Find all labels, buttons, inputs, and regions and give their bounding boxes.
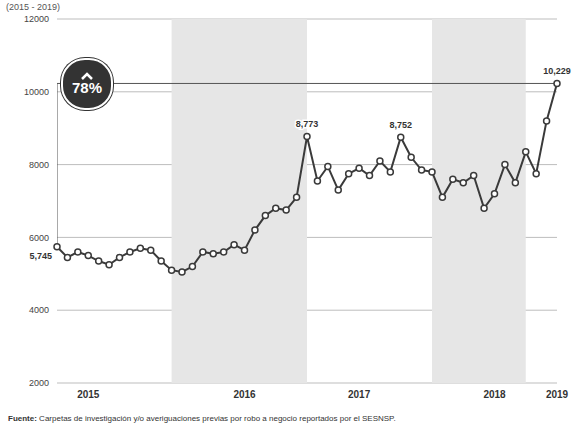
html-text:78%: 78% <box>72 79 102 96</box>
svg-text:2019: 2019 <box>546 389 569 400</box>
svg-text:2016: 2016 <box>233 389 256 400</box>
svg-text:2018: 2018 <box>483 389 506 400</box>
svg-text:8,773: 8,773 <box>296 119 319 129</box>
svg-text:10,229: 10,229 <box>543 66 571 76</box>
svg-text:2015: 2015 <box>77 389 100 400</box>
svg-text:8,752: 8,752 <box>389 120 412 130</box>
html-text:(2015 - 2019): (2015 - 2019) <box>6 2 60 12</box>
svg-text:6000: 6000 <box>29 233 49 243</box>
html-text:Fuente: Carpetas de investigac: Fuente: Carpetas de investigación y/o av… <box>8 414 396 423</box>
svg-text:2017: 2017 <box>348 389 371 400</box>
svg-text:5,745: 5,745 <box>29 251 52 261</box>
svg-text:4000: 4000 <box>29 305 49 315</box>
svg-text:2000: 2000 <box>29 378 49 388</box>
svg-text:10000: 10000 <box>24 87 49 97</box>
svg-text:8000: 8000 <box>29 160 49 170</box>
svg-text:12000: 12000 <box>24 14 49 24</box>
